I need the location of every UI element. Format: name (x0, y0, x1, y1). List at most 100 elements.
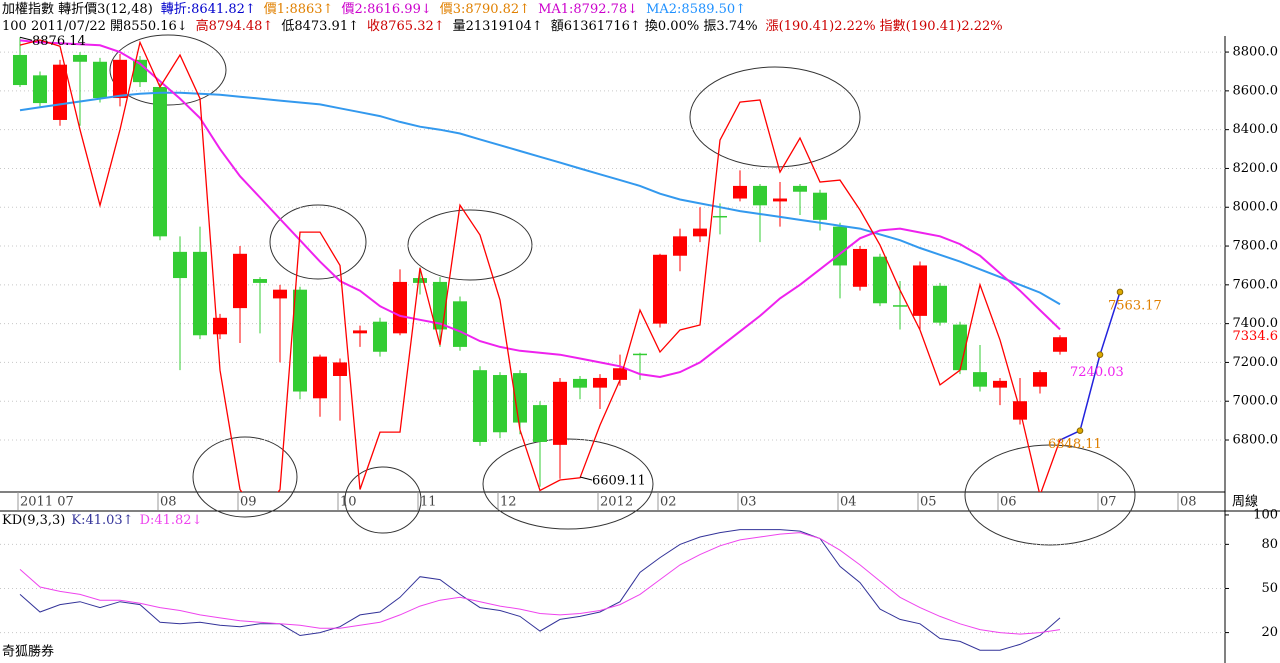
candle-body (1033, 372, 1047, 387)
candle-body (733, 185, 747, 199)
candle-body (953, 324, 967, 371)
header-item: 高8794.48↑ (196, 18, 274, 34)
x-tick-label: 07 (1100, 495, 1117, 510)
y-tick-label: 8600.0 (1233, 83, 1279, 98)
candle-body (413, 278, 427, 283)
header-item: 價1:8863↑ (264, 2, 334, 17)
kd-y-tick-label: 50 (1261, 581, 1278, 596)
candle-body (173, 251, 187, 279)
y-tick-label: 8400.0 (1233, 122, 1279, 137)
candle-body (613, 368, 627, 380)
annotation-label: 8876.14 (32, 34, 86, 49)
candle-body (553, 381, 567, 445)
x-tick-label: 08 (160, 495, 177, 510)
projection-point (1096, 351, 1104, 358)
candle-body (153, 86, 167, 237)
x-tick-label: 2012 (600, 495, 633, 510)
ellipse (407, 209, 533, 281)
y-tick-label: 8200.0 (1233, 161, 1279, 176)
candle-body (113, 59, 127, 99)
y-tick-label: 8800.0 (1233, 45, 1279, 60)
candle-body (593, 377, 607, 388)
y-tick-label: 7800.0 (1233, 239, 1279, 254)
x-tick-label: 12 (500, 495, 517, 510)
candle-body (393, 281, 407, 334)
candle-body (313, 356, 327, 399)
ellipse (192, 436, 298, 518)
x-tick-label: 08 (1180, 495, 1197, 510)
kd-line (19, 529, 1061, 651)
period-label: 周線 (1232, 494, 1258, 510)
candle-body (713, 215, 727, 218)
candle-body (93, 61, 107, 99)
candle-body (353, 330, 367, 334)
candle-body (853, 248, 867, 287)
candle-body (673, 236, 687, 256)
candle-body (753, 185, 767, 206)
header-item: 100 2011/07/22 開8550.16↓ (2, 19, 188, 34)
x-tick-label: 11 (420, 495, 437, 510)
price-line (19, 39, 1061, 492)
y-tick-label: 8000.0 (1233, 200, 1279, 215)
ellipse (689, 66, 861, 168)
x-tick-label: 05 (920, 495, 937, 510)
projection-line (1059, 291, 1121, 441)
y-tick-label: 7600.0 (1233, 277, 1279, 292)
candle-body (773, 198, 787, 202)
annotation-leader (579, 476, 593, 481)
price-line (19, 91, 1061, 306)
ellipse (482, 438, 654, 530)
candle-body (253, 279, 267, 283)
kd-header: KD(9,3,3) K:41.03↑ D:41.82↓ (2, 513, 202, 528)
kd-y-tick-label: 20 (1261, 625, 1278, 640)
x-tick-label: 02 (660, 495, 677, 510)
candle-body (653, 254, 667, 324)
header-item: 漲(190.41)2.22% 指數(190.41)2.22% (766, 19, 1003, 34)
candle-body (333, 362, 347, 377)
y-tick-label: 7200.0 (1233, 355, 1279, 370)
candle-body (973, 372, 987, 387)
header-item: 量21319104↑ (453, 19, 543, 34)
candle-body (1053, 337, 1067, 352)
y-tick-label: 6800.0 (1233, 433, 1279, 448)
last-price-label: 7334.6 (1233, 329, 1279, 344)
candle-body (453, 301, 467, 347)
main-plot (13, 37, 1067, 492)
candle-body (293, 289, 307, 392)
y-tick-label: 7000.0 (1233, 394, 1279, 409)
candle-body (373, 321, 387, 352)
kd-title: KD(9,3,3) (2, 513, 65, 528)
header-line: 100 2011/07/22 開8550.16↓ 高8794.48↑ 低8473.9… (2, 18, 1003, 34)
kd-d-label: D:41.82↓ (140, 513, 203, 528)
kd-k-label: K:41.03↑ (71, 513, 133, 528)
kd-plot (19, 529, 1061, 651)
projection-label: 7240.03 (1070, 365, 1124, 380)
ellipse (109, 34, 227, 106)
candle-body (833, 226, 847, 266)
price-line (19, 39, 1061, 379)
ellipse (269, 204, 367, 280)
annotation-ellipses (109, 34, 1136, 546)
candle-body (133, 59, 147, 83)
header-item: MA2:8589.50↑ (646, 2, 746, 17)
header-line: 加權指數 轉折價3(12,48) 轉折:8641.82↑ 價1:8863↑ 價2:86… (2, 2, 746, 17)
annotation-leader (19, 36, 33, 41)
candle-body (273, 289, 287, 299)
header-item: 低8473.91↑ (281, 19, 359, 34)
y-tick-label: 7400.0 (1233, 316, 1279, 331)
x-tick-label: 09 (240, 495, 257, 510)
candle-body (13, 54, 27, 86)
candle-body (33, 75, 47, 104)
x-tick-label: 03 (740, 495, 757, 510)
annotation-label: 6609.11 (592, 474, 646, 489)
x-tick-label: 06 (1000, 495, 1017, 510)
header-item: 加權指數 轉折價3(12,48) (2, 2, 153, 17)
candle-body (813, 192, 827, 220)
candle-body (693, 228, 707, 237)
candle-body (893, 305, 907, 307)
candle-body (873, 256, 887, 304)
projection-label: 6848.11 (1048, 437, 1102, 452)
